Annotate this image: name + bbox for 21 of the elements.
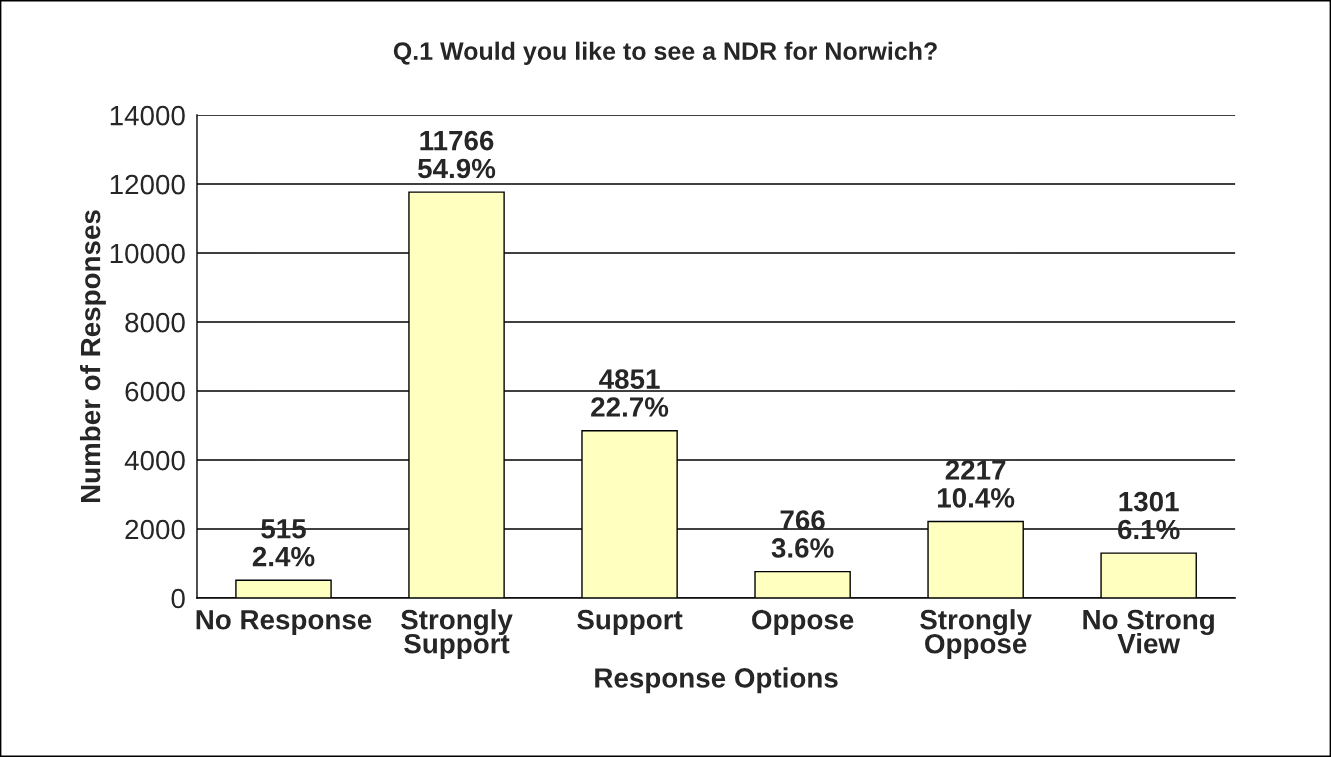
x-tick-label: Support [577,609,683,636]
data-label: 4851 22.7% [591,369,669,417]
y-tick-label: 10000 [110,243,185,264]
data-label: 2217 10.4% [937,460,1015,508]
x-axis-title: Response Options [595,667,838,694]
data-label: 11766 54.9% [418,130,496,179]
y-tick-label: 14000 [110,105,185,126]
x-tick-label: No Strong View [1083,609,1214,654]
y-tick-label: 0 [171,588,185,609]
x-tick-label: Strongly Support [401,609,513,660]
y-tick-label: 4000 [124,450,185,471]
data-label: 766 3.6% [771,510,834,558]
x-tick-label: Oppose [752,609,854,636]
y-tick-label: 2000 [125,519,185,540]
chart-title: Q.1 Would you like to see a NDR for Norwich? [393,41,937,65]
x-tick-label: No Response [196,610,372,636]
y-tick-label: 12000 [110,174,185,195]
y-tick-label: 6000 [125,381,185,402]
y-axis-title: Number of Responses [79,210,106,503]
y-tick-label: 8000 [125,312,185,333]
x-tick-label: Strongly Oppose [920,609,1032,660]
